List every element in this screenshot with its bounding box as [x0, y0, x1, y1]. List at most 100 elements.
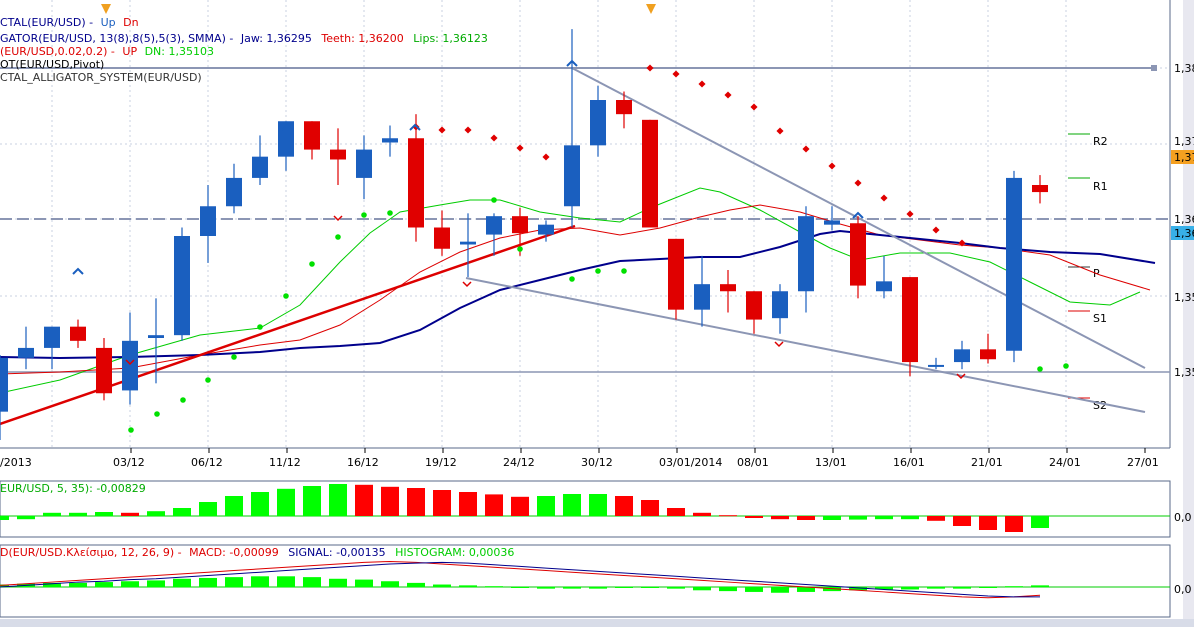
date-tick: 03/12 [113, 456, 145, 469]
legend-pivot: OT(EUR/USD,Pivot) [0, 58, 104, 71]
bullish-candle[interactable] [44, 326, 60, 348]
bearish-candle[interactable] [980, 349, 996, 360]
psar-dot-down [490, 134, 498, 142]
bottom-scroll-strip[interactable] [0, 619, 1194, 627]
bearish-candle[interactable] [330, 149, 346, 160]
ao-bar [979, 516, 997, 530]
macd-title: D(EUR/USD.Κλείσιμο, 12, 26, 9) - MACD: -… [0, 546, 514, 559]
ao-bar [69, 512, 87, 516]
bullish-candle[interactable] [928, 364, 944, 367]
macd-histogram-bar [329, 578, 347, 587]
period-marker-icon[interactable] [101, 4, 111, 14]
bearish-candle[interactable] [1032, 185, 1048, 193]
psar-dot-up [361, 212, 367, 218]
bullish-candle[interactable] [538, 224, 554, 235]
bearish-candle[interactable] [70, 326, 86, 341]
bullish-candle[interactable] [18, 347, 34, 358]
bullish-candle[interactable] [278, 121, 294, 157]
psar-dot-up [154, 411, 160, 417]
bearish-candle[interactable] [304, 121, 320, 150]
current-price-label: 1,36 [1174, 227, 1194, 240]
ao-bar [0, 516, 9, 520]
psar-dot-up [1037, 366, 1043, 372]
bullish-candle[interactable] [564, 145, 580, 207]
fractal-down-icon [333, 215, 343, 222]
macd-histogram-bar [199, 577, 217, 587]
red-trend-line[interactable] [0, 224, 576, 426]
bullish-candle[interactable] [0, 357, 8, 412]
macd-histogram-bar [693, 587, 711, 591]
bullish-candle[interactable] [798, 216, 814, 292]
lower-trend-line[interactable] [465, 277, 1146, 413]
bullish-candle[interactable] [200, 206, 216, 236]
macd-histogram-bar [303, 577, 321, 587]
macd-histogram-bar [69, 582, 87, 587]
ao-bar [719, 515, 737, 517]
ao-bar [797, 516, 815, 520]
bearish-candle[interactable] [746, 291, 762, 320]
psar-dot-up [491, 197, 497, 203]
date-tick: 16/12 [347, 456, 379, 469]
fractal-down-icon [125, 359, 135, 366]
bearish-candle[interactable] [434, 227, 450, 249]
bearish-candle[interactable] [96, 347, 112, 394]
bearish-candle[interactable] [902, 277, 918, 363]
price-axis: 1,38 1,37 1,37 1,36 1,36 1,35 1,35 [1171, 62, 1194, 379]
bearish-candle[interactable] [616, 100, 632, 115]
bearish-candle[interactable] [668, 238, 684, 310]
macd-histogram-bar [459, 585, 477, 587]
date-axis: /2013 03/12 06/12 11/12 16/12 19/12 24/12 30/12… [0, 448, 1159, 469]
alligator-jaw-line [0, 229, 1156, 360]
alligator-lips-line [0, 187, 1141, 394]
bearish-candle[interactable] [512, 216, 528, 234]
psar-dot-down [646, 64, 654, 72]
ao-bar [199, 502, 217, 516]
bullish-candle[interactable] [954, 349, 970, 363]
bullish-candle[interactable] [486, 216, 502, 235]
bullish-candle[interactable] [226, 177, 242, 207]
psar-dot-down [464, 126, 472, 134]
bullish-candle[interactable] [1006, 177, 1022, 351]
legend-alligator: GATOR(EUR/USD, 13(8),8(5),5(3), SMMA) - … [0, 32, 488, 45]
bullish-candle[interactable] [382, 138, 398, 143]
bullish-candle[interactable] [252, 156, 268, 178]
ao-bar [355, 484, 373, 516]
ao-bar [1031, 516, 1049, 528]
macd-histogram-bar [927, 587, 945, 589]
bearish-candle[interactable] [642, 119, 658, 228]
macd-histogram-bar [979, 587, 997, 588]
psar-dot-up [517, 246, 523, 252]
ao-bar [251, 492, 269, 516]
bullish-candle[interactable] [824, 220, 840, 225]
bullish-candle[interactable] [148, 335, 164, 338]
bullish-candle[interactable] [174, 236, 190, 336]
bearish-candle[interactable] [720, 284, 736, 292]
macd-histogram-bar [251, 576, 269, 587]
legend-fractal: CTAL(EUR/USD) - Up Dn [0, 16, 139, 29]
bullish-candle[interactable] [460, 241, 476, 245]
psar-dot-down [672, 70, 680, 78]
signal-line [0, 561, 1040, 598]
psar-dot-down [880, 194, 888, 202]
bearish-candle[interactable] [408, 138, 424, 228]
bullish-candle[interactable] [772, 291, 788, 319]
period-marker-icon[interactable] [646, 4, 656, 14]
bullish-candle[interactable] [876, 281, 892, 292]
bullish-candle[interactable] [590, 100, 606, 146]
bullish-candle[interactable] [122, 340, 138, 391]
ao-bar [511, 496, 529, 516]
date-tick: 08/01 [737, 456, 769, 469]
bullish-candle[interactable] [356, 149, 372, 178]
high-reference-handle[interactable] [1151, 65, 1157, 71]
ao-bar [615, 496, 633, 516]
ao-bar [667, 508, 685, 516]
bearish-candle[interactable] [850, 223, 866, 286]
bullish-candle[interactable] [694, 284, 710, 310]
fractal-up-icon [72, 267, 84, 275]
right-edge [1183, 0, 1194, 627]
ao-bar [433, 490, 451, 516]
psar-dot-up [283, 293, 289, 299]
ao-bar [641, 500, 659, 516]
date-tick: 06/12 [191, 456, 223, 469]
